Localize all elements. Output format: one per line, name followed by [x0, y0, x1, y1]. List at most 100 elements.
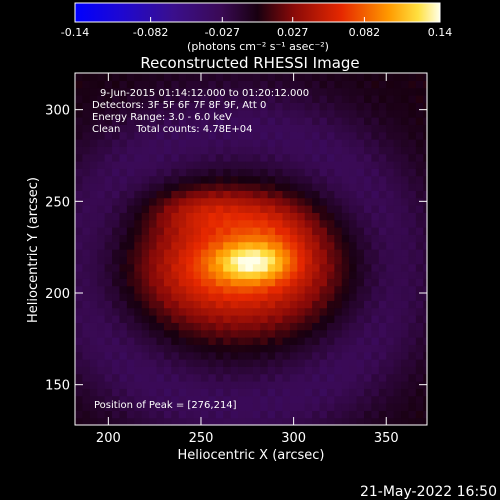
heatmap-cell: [186, 117, 195, 125]
heatmap-cell: [89, 249, 98, 257]
heatmap-cell: [186, 175, 195, 184]
heatmap-cell: [230, 271, 239, 279]
heatmap-cell: [75, 146, 84, 155]
heatmap-cell: [193, 175, 202, 184]
heatmap-cell: [349, 366, 358, 375]
heatmap-cell: [171, 366, 180, 375]
heatmap-cell: [104, 146, 113, 155]
heatmap-cell: [178, 278, 187, 287]
heatmap-cell: [149, 124, 158, 133]
heatmap-cell: [415, 337, 424, 345]
heatmap-cell: [386, 249, 395, 257]
heatmap-cell: [393, 315, 402, 323]
heatmap-cell: [141, 373, 150, 382]
heatmap-cell: [193, 168, 202, 177]
heatmap-cell: [304, 117, 313, 125]
heatmap-cell: [141, 190, 150, 199]
heatmap-cell: [275, 293, 284, 301]
heatmap-cell: [267, 249, 276, 257]
heatmap-cell: [319, 212, 328, 221]
heatmap-cell: [245, 307, 254, 316]
heatmap-cell: [393, 388, 402, 397]
heatmap-cell: [312, 168, 321, 177]
heatmap-cell: [230, 417, 239, 426]
heatmap-cell: [275, 249, 284, 257]
heatmap-cell: [341, 153, 350, 162]
heatmap-cell: [275, 102, 284, 111]
heatmap-cell: [200, 190, 209, 199]
x-axis-label: Heliocentric X (arcsec): [178, 448, 325, 463]
heatmap-cell: [186, 359, 195, 367]
heatmap-cell: [304, 271, 313, 279]
heatmap-cell: [252, 102, 261, 111]
heatmap-cell: [156, 117, 165, 125]
date-stamp: 21-May-2022 16:50: [360, 484, 497, 500]
heatmap-cell: [423, 403, 428, 411]
heatmap-cell: [275, 139, 284, 147]
heatmap-cell: [215, 271, 224, 279]
heatmap-cell: [186, 381, 195, 389]
heatmap-cell: [97, 80, 106, 89]
heatmap-cell: [215, 293, 224, 301]
heatmap-cell: [75, 183, 84, 191]
heatmap-cell: [75, 388, 84, 397]
heatmap-cell: [267, 109, 276, 118]
heatmap-cell: [126, 315, 135, 323]
heatmap-cell: [208, 417, 217, 426]
heatmap-cell: [223, 359, 232, 367]
heatmap-cell: [104, 175, 113, 184]
heatmap-cell: [356, 359, 365, 367]
heatmap-cell: [141, 271, 150, 279]
heatmap-cell: [267, 205, 276, 213]
heatmap-cell: [356, 388, 365, 397]
heatmap-cell: [200, 300, 209, 309]
heatmap-cell: [178, 73, 187, 81]
heatmap-cell: [356, 351, 365, 360]
heatmap-cell: [401, 234, 410, 243]
heatmap-cell: [119, 175, 128, 184]
heatmap-cell: [178, 146, 187, 155]
heatmap-cell: [371, 95, 380, 103]
heatmap-cell: [386, 403, 395, 411]
heatmap-cell: [349, 146, 358, 155]
heatmap-cell: [126, 366, 135, 375]
heatmap-cell: [341, 146, 350, 155]
heatmap-cell: [364, 153, 373, 162]
heatmap-cell: [171, 403, 180, 411]
heatmap-cell: [119, 410, 128, 419]
heatmap-cell: [349, 307, 358, 316]
heatmap-cell: [112, 197, 121, 206]
heatmap-cell: [349, 95, 358, 103]
heatmap-cell: [304, 131, 313, 140]
heatmap-cell: [156, 190, 165, 199]
heatmap-cell: [163, 307, 172, 316]
heatmap-cell: [415, 300, 424, 309]
heatmap-cell: [334, 73, 343, 81]
heatmap-cell: [304, 161, 313, 169]
heatmap-cell: [163, 417, 172, 426]
heatmap-cell: [260, 337, 269, 345]
heatmap-cell: [356, 315, 365, 323]
heatmap-cell: [134, 219, 143, 228]
heatmap-cell: [208, 234, 217, 243]
heatmap-cell: [275, 190, 284, 199]
heatmap-cell: [141, 322, 150, 331]
heatmap-cell: [178, 124, 187, 133]
heatmap-cell: [89, 337, 98, 345]
heatmap-cell: [319, 80, 328, 89]
heatmap-cell: [267, 139, 276, 147]
heatmap-cell: [178, 307, 187, 316]
heatmap-cell: [75, 175, 84, 184]
heatmap-cell: [319, 117, 328, 125]
heatmap-cell: [171, 175, 180, 184]
heatmap-cell: [245, 212, 254, 221]
heatmap-cell: [223, 109, 232, 118]
heatmap-cell: [341, 168, 350, 177]
annotation-total-counts: Clean Total counts: 4.78E+04: [92, 124, 252, 135]
heatmap-cell: [282, 373, 291, 382]
heatmap-cell: [408, 197, 417, 206]
heatmap-cell: [408, 329, 417, 338]
heatmap-cell: [193, 410, 202, 419]
heatmap-cell: [282, 293, 291, 301]
heatmap-cell: [149, 197, 158, 206]
